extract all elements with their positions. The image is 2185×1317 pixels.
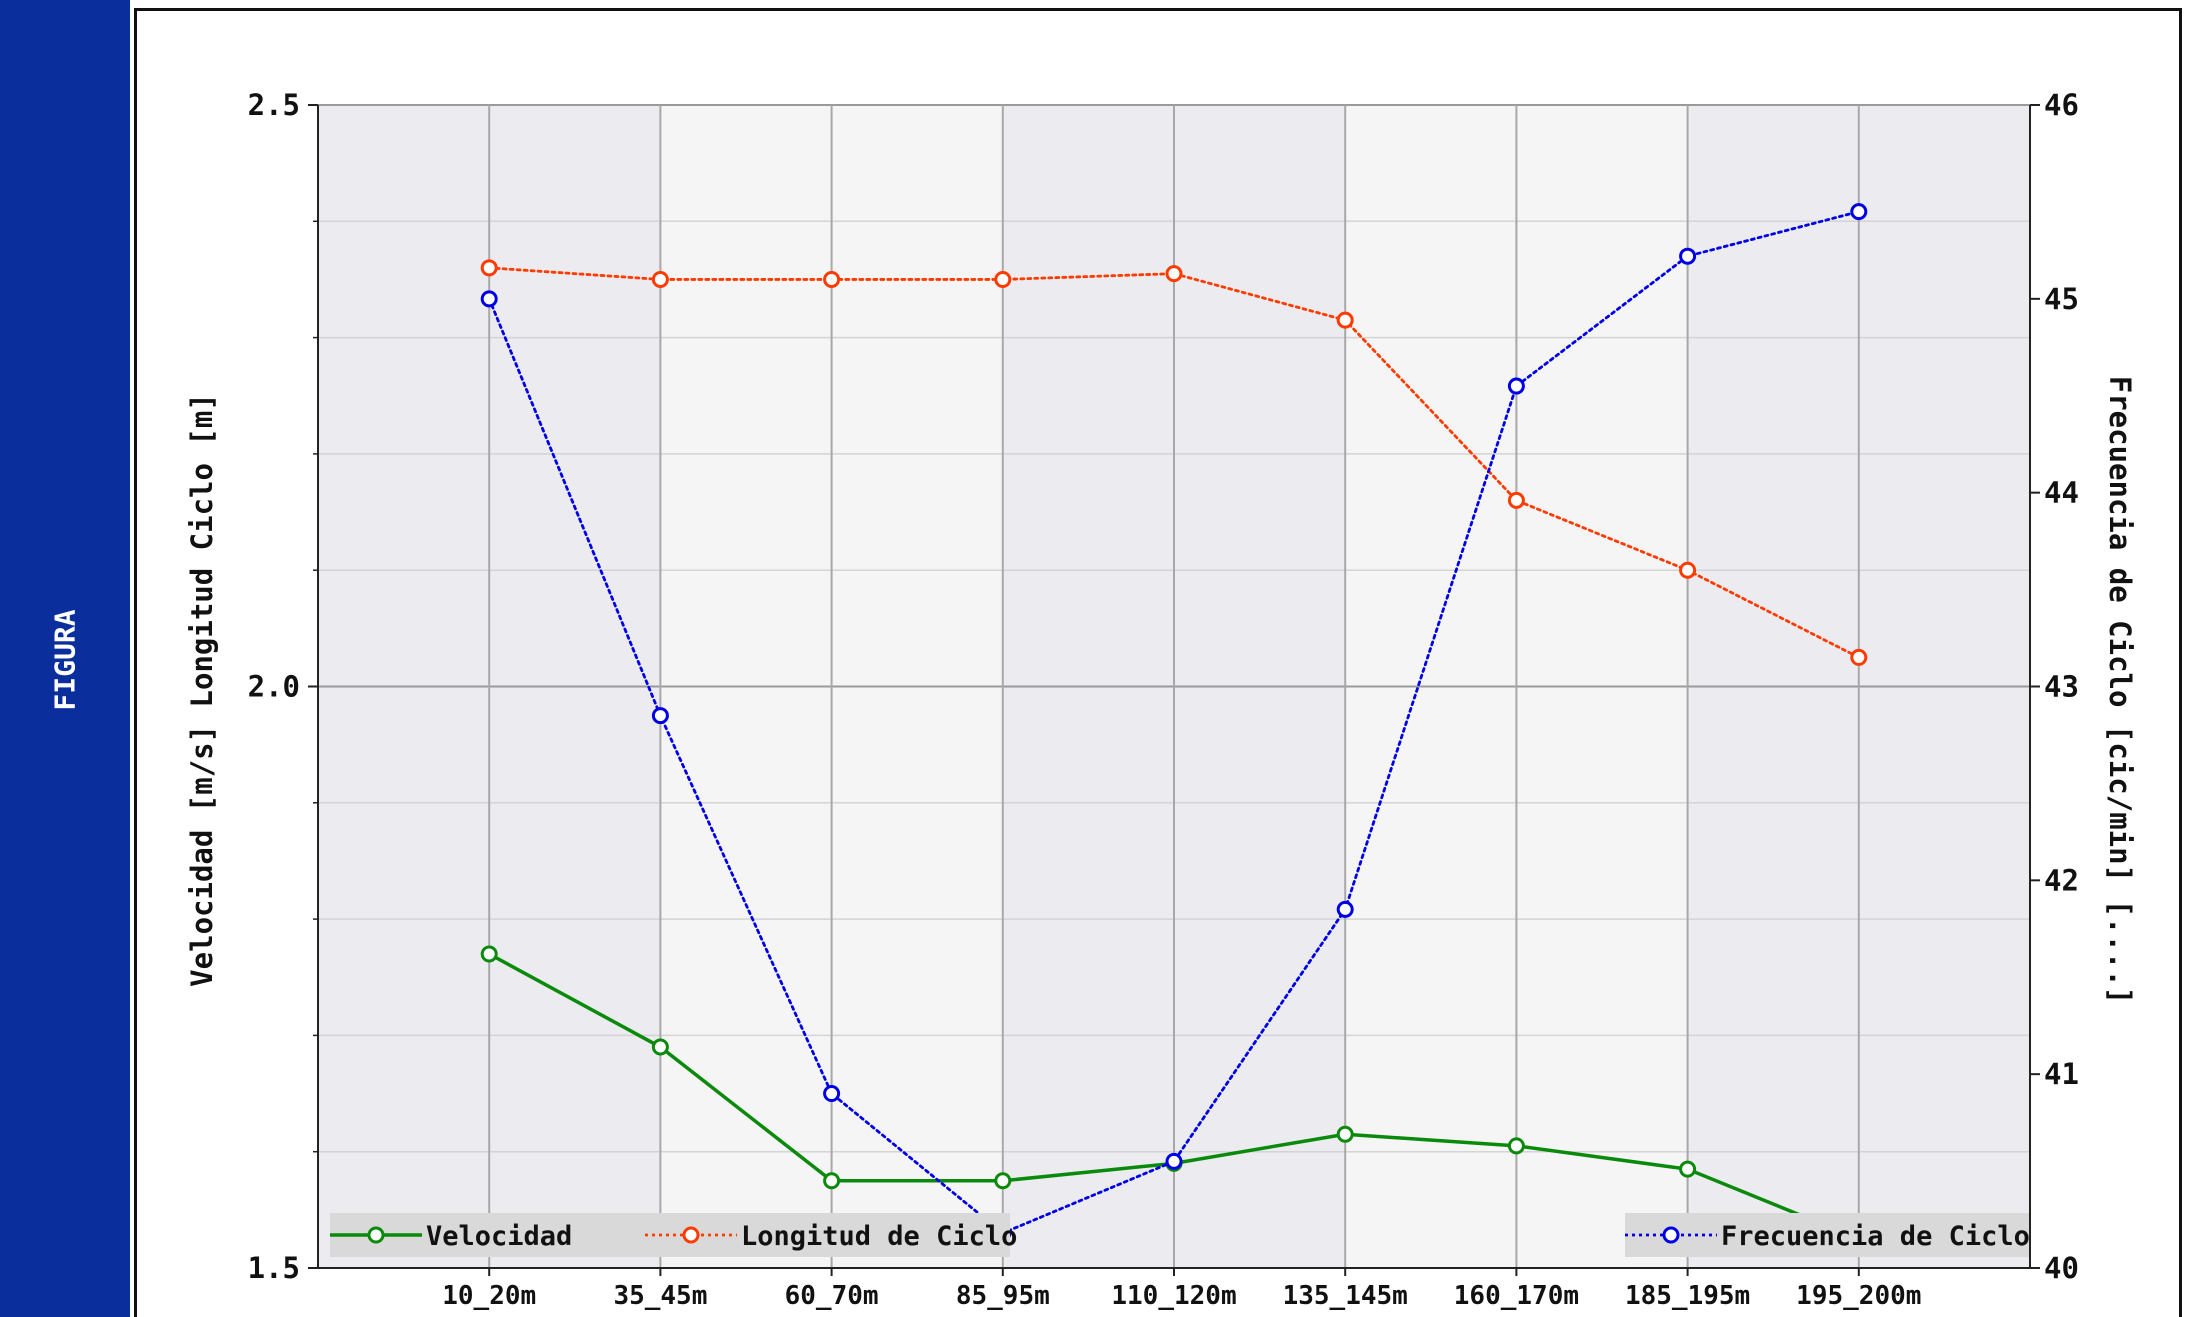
data-point: [1165, 1152, 1183, 1170]
y-tick-label-left: 2.0: [248, 670, 300, 704]
data-point: [1507, 377, 1525, 395]
y-tick-label-right: 40: [2044, 1251, 2079, 1285]
chart-frame: [134, 8, 2182, 1317]
data-point: [1679, 247, 1697, 265]
data-point: [1165, 265, 1183, 283]
data-point: [1850, 203, 1868, 221]
data-point: [1507, 1137, 1525, 1155]
data-point: [1679, 561, 1697, 579]
series-2: [480, 203, 1868, 1242]
y-axis-label-right: Frecuencia de Ciclo [cic/min] [....]: [2103, 376, 2137, 1005]
x-tick-label: 185_195m: [1625, 1281, 1750, 1311]
data-point: [480, 290, 498, 308]
legend-box-left: [330, 1213, 1010, 1257]
data-point: [1336, 900, 1354, 918]
y-tick-label-left: 1.5: [248, 1251, 300, 1285]
x-tick-label: 10_20m: [442, 1281, 536, 1311]
x-tick-label: 60_70m: [785, 1281, 879, 1311]
series-1: [480, 259, 1868, 666]
data-point: [823, 1172, 841, 1190]
x-tick-label: 110_120m: [1111, 1281, 1236, 1311]
data-point: [651, 270, 669, 288]
data-point: [1507, 491, 1525, 509]
sidebar: FIGURA: [0, 0, 130, 1317]
x-tick-label: 135_145m: [1283, 1281, 1408, 1311]
data-point: [823, 1085, 841, 1103]
data-point: [994, 270, 1012, 288]
data-point: [823, 270, 841, 288]
y-tick-label-right: 44: [2044, 476, 2079, 510]
data-point: [1850, 648, 1868, 666]
data-point: [480, 945, 498, 963]
x-tick-label: 85_95m: [956, 1281, 1050, 1311]
y-tick-label-left: 2.5: [248, 88, 300, 122]
y-tick-label-right: 46: [2044, 88, 2079, 122]
y-tick-label-right: 42: [2044, 863, 2079, 897]
data-point: [651, 1038, 669, 1056]
data-point: [1336, 311, 1354, 329]
legend-marker: [682, 1226, 700, 1244]
legend-label-frecuencia: Frecuencia de Ciclo: [1721, 1221, 2030, 1252]
data-point: [1336, 1125, 1354, 1143]
series-line: [487, 210, 1861, 1235]
legend-marker: [367, 1226, 385, 1244]
data-point: [480, 259, 498, 277]
legend-label-velocidad: Velocidad: [426, 1221, 572, 1252]
legend-label-longitud: Longitud de Ciclo: [741, 1221, 1017, 1252]
legend-box-right: [1625, 1213, 2029, 1257]
legend-marker: [1662, 1226, 1680, 1244]
x-tick-label: 160_170m: [1454, 1281, 1579, 1311]
y-tick-label-right: 41: [2044, 1057, 2079, 1091]
y-axis-label-left: Velocidad [m/s] Longitud Ciclo [m]: [185, 393, 219, 987]
x-tick-label: 195_200m: [1796, 1281, 1921, 1311]
data-point: [994, 1172, 1012, 1190]
data-point: [1679, 1160, 1697, 1178]
y-tick-label-right: 45: [2044, 282, 2079, 316]
y-tick-label-right: 43: [2044, 670, 2079, 704]
x-tick-label: 35_45m: [613, 1281, 707, 1311]
data-point: [651, 707, 669, 725]
